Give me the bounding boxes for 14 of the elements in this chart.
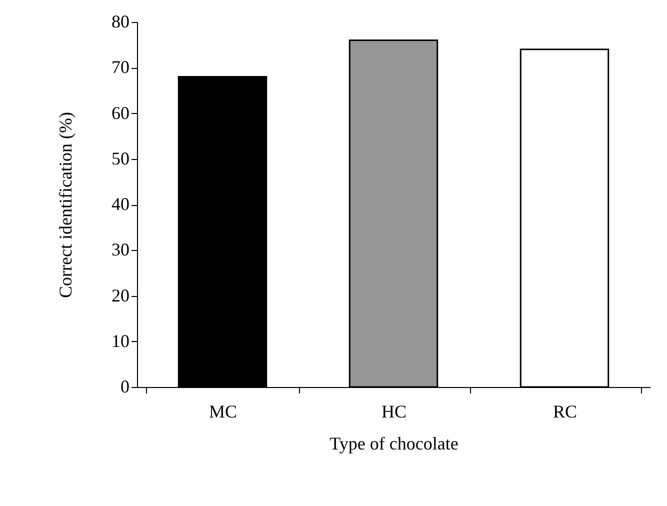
- y-tick-label: 60: [112, 102, 130, 123]
- x-tick-label: MC: [208, 402, 238, 422]
- y-tick-label: 80: [112, 12, 130, 32]
- x-axis-title: Type of chocolate: [330, 434, 458, 454]
- y-tick-label: 70: [112, 57, 130, 78]
- y-tick-label: 40: [112, 194, 130, 214]
- y-tick-label: 30: [112, 240, 130, 260]
- x-tick-label: HC: [381, 402, 407, 422]
- y-tick-label: 20: [112, 285, 130, 306]
- y-tick-label: 0: [120, 376, 130, 396]
- y-tick-label: 50: [112, 148, 130, 168]
- y-tick-label: 10: [112, 330, 130, 351]
- y-axis-title: Correct identification (%): [56, 112, 76, 298]
- x-tick-label: RC: [552, 402, 578, 422]
